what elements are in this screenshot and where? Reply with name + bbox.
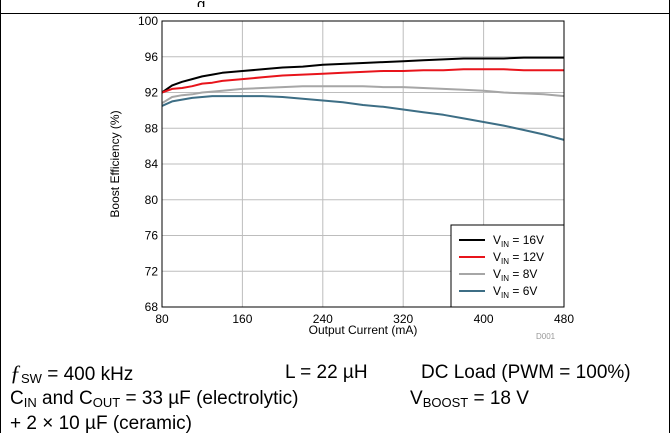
vboost-note: VBOOST = 18 V: [410, 388, 529, 410]
plot-area-border: [161, 20, 565, 308]
switching-frequency-note: ƒSW = 400 kHz: [10, 362, 133, 386]
legend-entry: VIN = 8V: [493, 267, 537, 283]
cap-out-subscript: OUT: [92, 395, 121, 410]
vboost-subscript: BOOST: [422, 395, 469, 410]
vboost-v: V: [410, 388, 423, 409]
legend-box: [450, 224, 565, 308]
frame-left-border: [0, 14, 1, 433]
series-line: [161, 68, 564, 94]
x-tick-label: 320: [393, 312, 413, 326]
figure-id: D001: [536, 332, 556, 340]
x-tick-label: 480: [554, 312, 574, 326]
cap-and: and C: [36, 388, 93, 409]
title-fragment: g: [197, 0, 205, 7]
series-line: [161, 95, 565, 141]
x-axis-label: Output Current (mA): [309, 323, 418, 337]
x-tick-label: 80: [155, 312, 169, 326]
y-tick-label: 80: [145, 193, 159, 207]
y-tick-label: 88: [145, 121, 159, 135]
vboost-value: = 18 V: [468, 388, 529, 409]
fsw-subscript: SW: [21, 371, 42, 386]
x-tick-label: 240: [313, 312, 333, 326]
y-tick-label: 84: [145, 157, 159, 171]
y-tick-label: 76: [145, 229, 159, 243]
legend-entry: VIN = 12V: [493, 250, 544, 266]
legend-entry: VIN = 16V: [493, 233, 544, 249]
fsw-value: = 400 kHz: [41, 364, 134, 385]
cap-c-in: C: [10, 388, 24, 409]
series-group: [161, 56, 565, 141]
y-tick-label: 96: [145, 50, 159, 64]
tick-labels: 68 72 76 80 84 88 92 96 100 80 160 240 320 400 480: [138, 14, 574, 326]
dc-load-note: DC Load (PWM = 100%): [421, 362, 631, 383]
cap-in-subscript: IN: [23, 395, 37, 410]
efficiency-chart: 68 72 76 80 84 88 92 96 100 80 160 240 320 400 480 Boo…: [108, 14, 574, 340]
y-tick-label: 72: [145, 264, 159, 278]
capacitor-note: CIN and COUT = 33 µF (electrolytic): [10, 388, 298, 410]
x-tick-label: 160: [232, 312, 252, 326]
inductor-note: L = 22 µH: [285, 362, 368, 383]
x-tick-label: 400: [474, 312, 494, 326]
y-axis-label: Boost Efficiency (%): [108, 110, 122, 217]
series-line: [161, 85, 565, 105]
legend-entry: VIN = 6V: [493, 284, 537, 300]
y-tick-label: 92: [145, 86, 159, 100]
fsw-symbol: ƒ: [10, 360, 21, 385]
ceramic-note: + 2 × 10 µF (ceramic): [10, 413, 193, 434]
series-line: [161, 56, 564, 94]
y-tick-label: 100: [138, 14, 158, 28]
y-tick-label: 68: [145, 300, 159, 314]
cap-value: = 33 µF (electrolytic): [120, 388, 299, 409]
